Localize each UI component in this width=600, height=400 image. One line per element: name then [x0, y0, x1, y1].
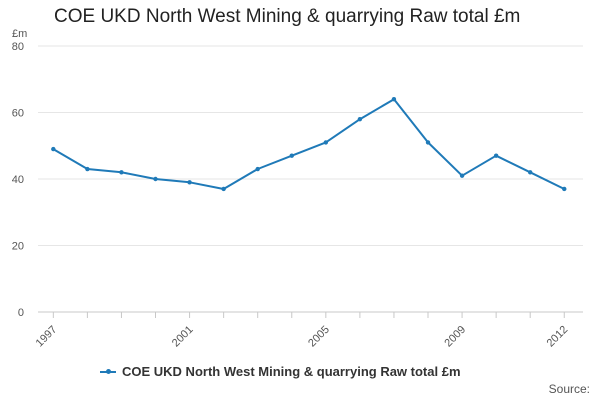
y-axis-label: £m	[12, 28, 28, 40]
y-axis-ticks: 0 20 40 60 80	[12, 41, 24, 319]
data-point-2010	[493, 153, 499, 158]
data-point-1998	[85, 166, 90, 172]
data-point-2006	[357, 116, 363, 122]
series-layer	[51, 97, 567, 192]
x-tick-label-2012: 2012	[545, 324, 571, 350]
data-point-2002	[221, 186, 226, 192]
data-point-2005	[323, 140, 329, 145]
data-point-2008	[425, 140, 431, 145]
y-tick-label-60: 60	[12, 108, 24, 120]
data-point-2012	[562, 186, 567, 192]
data-point-2007	[391, 97, 397, 102]
x-tick-label-1997: 1997	[34, 324, 60, 350]
y-tick-label-20: 20	[12, 241, 24, 253]
source-label: Source:	[548, 382, 590, 396]
data-point-2001	[187, 180, 192, 185]
y-tick-label-0: 0	[18, 307, 24, 319]
x-tick-label-2005: 2005	[306, 324, 332, 350]
data-point-2000	[153, 176, 158, 182]
y-tick-label-80: 80	[12, 41, 24, 53]
data-point-2004	[289, 153, 294, 158]
x-tick-label-2009: 2009	[442, 324, 468, 350]
series-line-0	[52, 98, 565, 190]
legend-swatch-icon	[100, 367, 116, 377]
x-axis-ticks: 1997 2001 2005 2009 2012	[34, 312, 571, 350]
y-tick-label-40: 40	[12, 174, 24, 186]
data-point-2011	[528, 170, 533, 175]
data-point-2003	[255, 166, 260, 172]
data-point-1997	[51, 146, 56, 152]
data-point-2009	[459, 173, 465, 178]
data-point-1999	[119, 170, 124, 175]
chart-title: COE UKD North West Mining & quarrying Ra…	[54, 6, 521, 27]
legend-label: COE UKD North West Mining & quarrying Ra…	[122, 364, 461, 379]
x-tick-label-2001: 2001	[170, 324, 196, 350]
gridlines	[38, 45, 583, 313]
legend[interactable]: COE UKD North West Mining & quarrying Ra…	[100, 364, 461, 379]
